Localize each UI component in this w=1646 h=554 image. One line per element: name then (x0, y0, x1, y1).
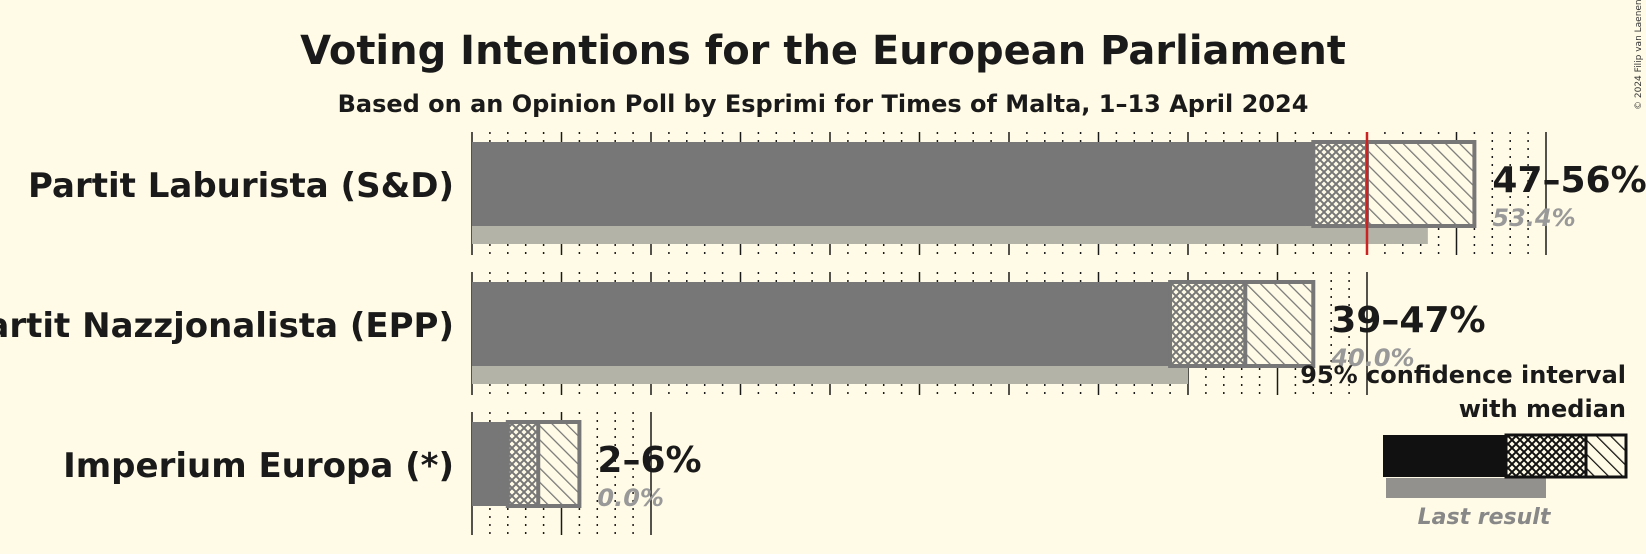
bar-solid (472, 422, 508, 506)
legend-solid-swatch (1383, 435, 1506, 477)
range-label: 2–6% (597, 440, 701, 481)
bar-ci80 (1170, 282, 1246, 366)
legend-hatch-swatch (1584, 433, 1628, 479)
legend-ci-label-line1: 95% confidence interval (1300, 361, 1626, 389)
legend-last-result-swatch (1386, 478, 1546, 498)
bar-ci95 (538, 422, 580, 506)
party-name-label: Imperium Europa (*) (63, 446, 454, 486)
bar-ci95 (1245, 282, 1314, 366)
labels-layer: Partit Laburista (S&D) 47–56% 53.4% Partit … (0, 160, 1646, 512)
last-result-label: 53.4% (1492, 204, 1575, 232)
last-result-label: 40.0% (1330, 344, 1414, 372)
party-name-label: Partit Nazzjonalista (EPP) (0, 306, 454, 346)
last-result-bar (472, 366, 1188, 384)
chart-subtitle: Based on an Opinion Poll by Esprimi for … (338, 90, 1309, 118)
legend-last-result-label: Last result (1418, 505, 1552, 530)
bar-ci80 (1313, 142, 1367, 226)
bars-layer (472, 132, 1477, 508)
copyright-text: © 2024 Filip van Laenen (1634, 0, 1644, 110)
range-label: 47–56% (1492, 160, 1646, 201)
party-name-label: Partit Laburista (S&D) (28, 166, 454, 206)
bar-ci-outline (505, 420, 582, 508)
legend-ci-label-line2: with median (1459, 395, 1626, 423)
range-label: 39–47% (1331, 300, 1485, 341)
bar-solid (472, 142, 1314, 226)
bar-ci-outline (1168, 280, 1316, 368)
legend: 95% confidence interval with median Last… (1300, 361, 1628, 530)
chart-title: Voting Intentions for the European Parli… (300, 28, 1346, 74)
last-result-label: 0.0% (597, 484, 664, 512)
legend-crosshatch-swatch (1504, 433, 1588, 479)
bar-solid (472, 282, 1171, 366)
bar-ci80 (507, 422, 539, 506)
bar-ci95 (1367, 142, 1475, 226)
bar-ci-outline (1311, 140, 1477, 228)
last-result-bar (472, 226, 1428, 244)
